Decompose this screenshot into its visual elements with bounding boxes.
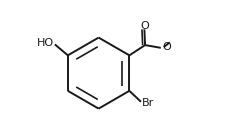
Text: HO: HO [36, 38, 54, 48]
Text: O: O [162, 42, 171, 52]
Text: Br: Br [141, 98, 153, 108]
Text: O: O [140, 21, 149, 31]
